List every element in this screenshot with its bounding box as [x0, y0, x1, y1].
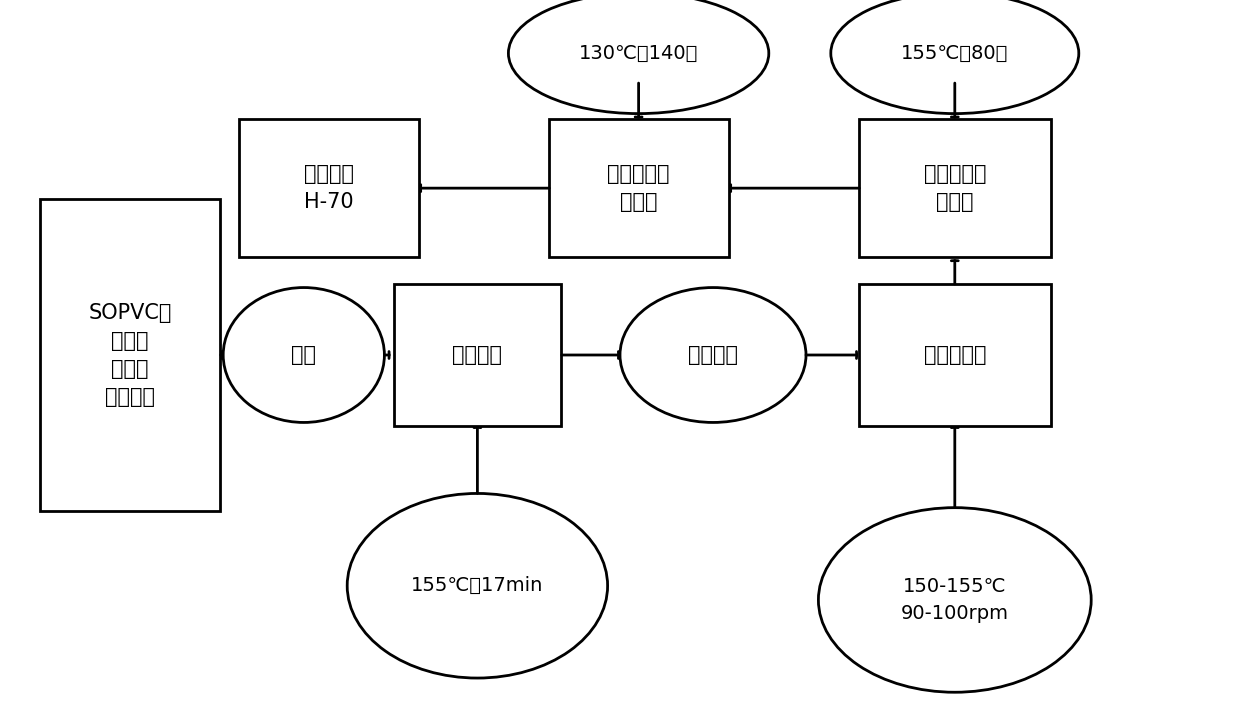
Text: 单螺杆熔融
过　滤: 单螺杆熔融 过 滤: [924, 164, 986, 212]
Text: 锥双输送: 锥双输送: [688, 345, 738, 365]
FancyBboxPatch shape: [394, 284, 560, 426]
Ellipse shape: [831, 0, 1079, 114]
Text: 熔融密炼: 熔融密炼: [453, 345, 502, 365]
FancyBboxPatch shape: [858, 284, 1052, 426]
Text: 155℃，17min: 155℃，17min: [412, 577, 543, 595]
Ellipse shape: [620, 288, 806, 422]
Text: 130℃，140目: 130℃，140目: [579, 44, 698, 62]
Ellipse shape: [508, 0, 769, 114]
FancyBboxPatch shape: [238, 119, 419, 258]
Ellipse shape: [223, 288, 384, 422]
Text: 双螺杆均化: 双螺杆均化: [924, 345, 986, 365]
Text: 155℃，80目: 155℃，80目: [901, 44, 1008, 62]
Text: 称量: 称量: [291, 345, 316, 365]
Ellipse shape: [347, 493, 608, 678]
Ellipse shape: [818, 508, 1091, 692]
Text: 150-155℃
90-100rpm: 150-155℃ 90-100rpm: [900, 577, 1009, 623]
FancyBboxPatch shape: [549, 119, 729, 258]
Text: SOPVC膜
增塑剂
稳定剂
加工助剂: SOPVC膜 增塑剂 稳定剂 加工助剂: [88, 303, 172, 407]
FancyBboxPatch shape: [858, 119, 1052, 258]
Text: 称量包装
H-70: 称量包装 H-70: [304, 164, 353, 212]
Text: 单螺杆风冷
造　粒: 单螺杆风冷 造 粒: [608, 164, 670, 212]
FancyBboxPatch shape: [40, 199, 221, 511]
